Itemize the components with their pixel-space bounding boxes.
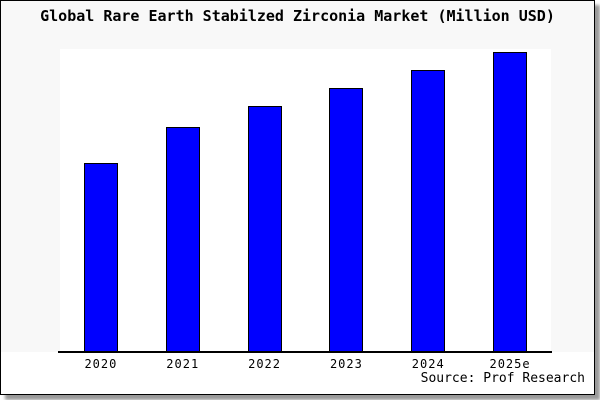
bar-2022 — [247, 106, 282, 352]
bar-2024 — [411, 70, 446, 352]
bar-slot-2025e — [469, 49, 551, 352]
bar-slot-2023 — [305, 49, 387, 352]
bar-2021 — [165, 127, 200, 352]
bar-2025e — [493, 52, 528, 352]
bars-row — [60, 49, 551, 352]
plot-area — [60, 49, 551, 352]
x-tick-2023: 2023 — [329, 357, 363, 371]
bar-slot-2022 — [224, 49, 306, 352]
bar-slot-2020 — [60, 49, 142, 352]
bar-2023 — [329, 88, 364, 352]
x-tick-2020: 2020 — [84, 357, 118, 371]
x-tick-2024: 2024 — [411, 357, 445, 371]
axis-label-strip — [1, 352, 594, 394]
chart-card: Global Rare Earth Stabilzed Zirconia Mar… — [0, 0, 595, 395]
x-tick-2021: 2021 — [166, 357, 200, 371]
x-tick-row: 2020 2021 2022 2023 2024 2025e — [60, 357, 551, 371]
x-tick-2025e: 2025e — [489, 357, 531, 371]
bar-slot-2021 — [142, 49, 224, 352]
x-axis-line — [58, 351, 552, 353]
x-tick-2022: 2022 — [248, 357, 282, 371]
bar-slot-2024 — [387, 49, 469, 352]
bar-2020 — [83, 163, 118, 352]
source-credit: Source: Prof Research — [420, 371, 585, 386]
chart-title: Global Rare Earth Stabilzed Zirconia Mar… — [40, 7, 555, 25]
